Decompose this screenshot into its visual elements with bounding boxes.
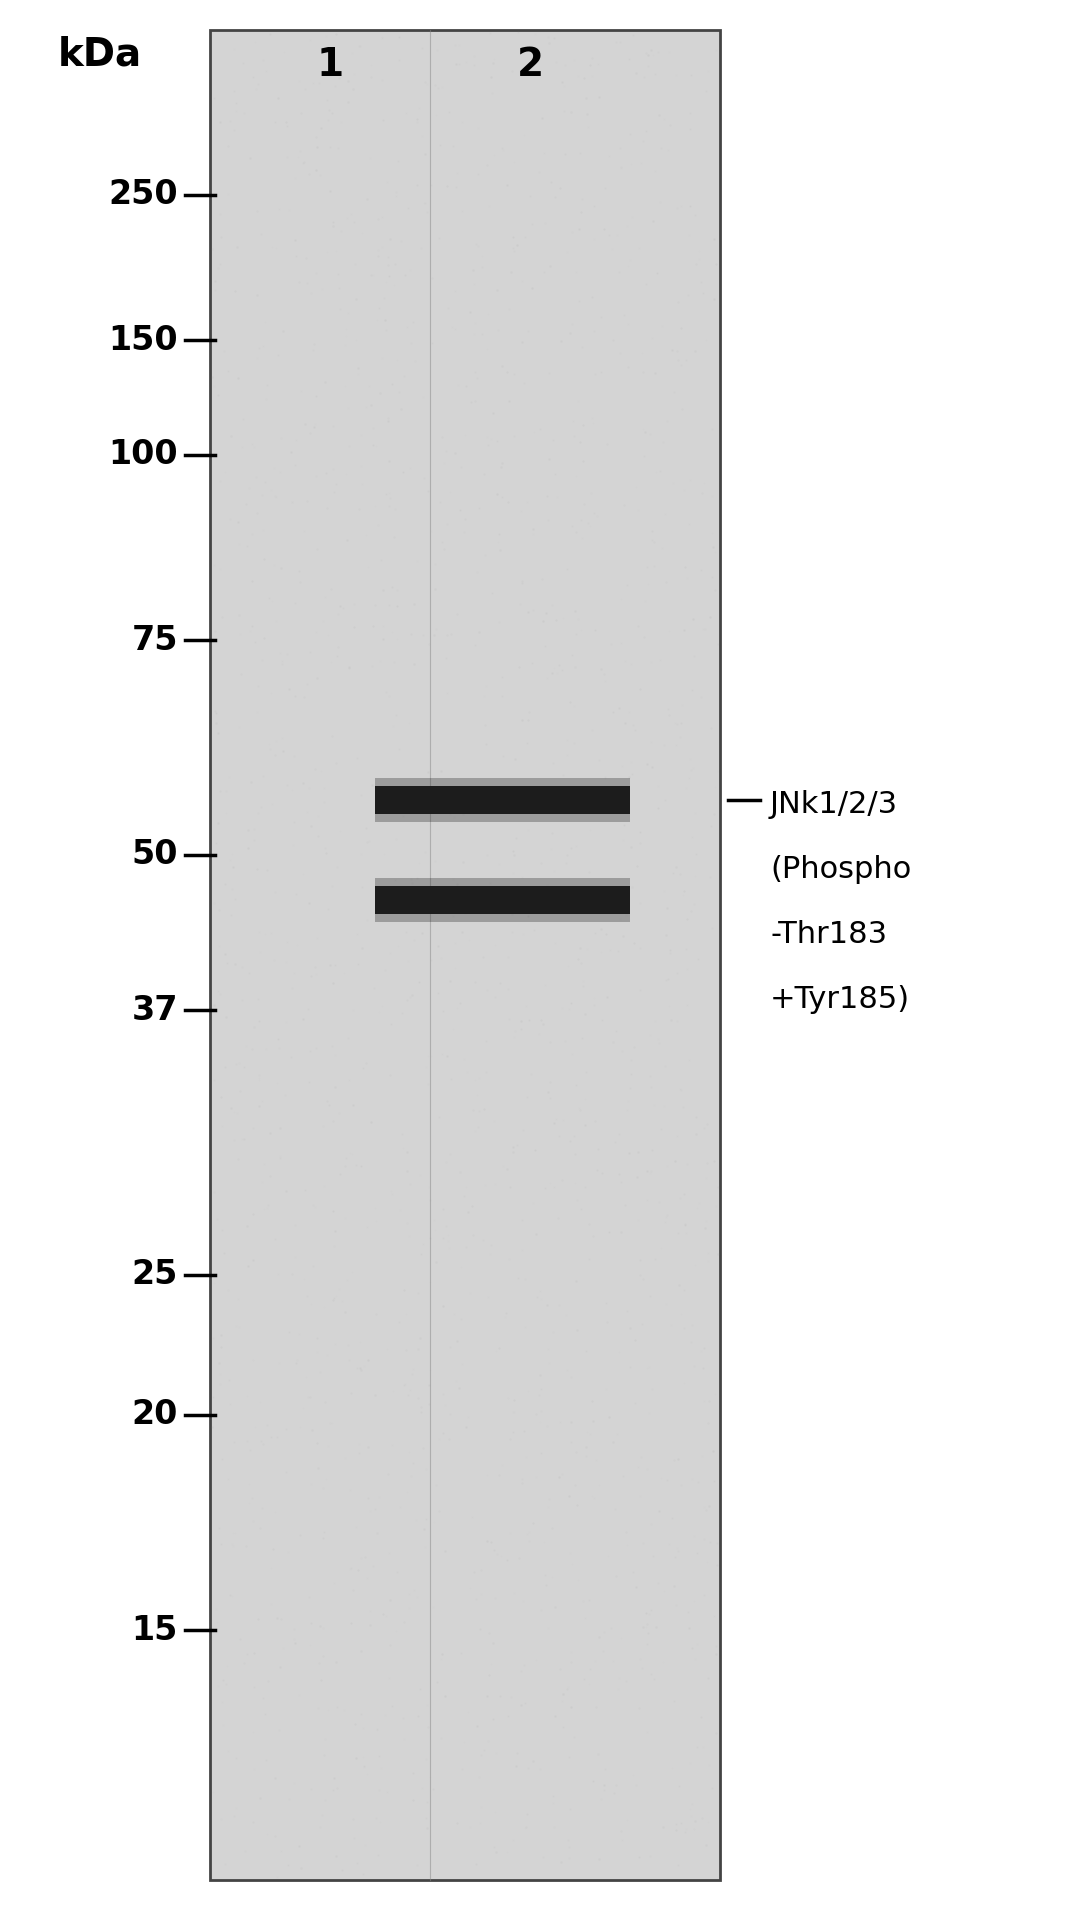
Text: 20: 20	[132, 1399, 178, 1431]
Text: 100: 100	[108, 438, 178, 471]
Text: 37: 37	[132, 993, 178, 1026]
Text: kDa: kDa	[58, 37, 143, 73]
Text: 250: 250	[108, 179, 178, 212]
Bar	[375, 914, 630, 922]
Bar	[375, 777, 630, 785]
Bar	[375, 885, 630, 914]
Text: 2: 2	[516, 46, 543, 85]
Text: 1: 1	[316, 46, 343, 85]
Text: JNk1/2/3: JNk1/2/3	[770, 791, 899, 820]
Bar	[375, 785, 630, 814]
Text: 15: 15	[132, 1613, 178, 1647]
Text: -Thr183: -Thr183	[770, 920, 887, 949]
Text: 50: 50	[132, 839, 178, 872]
Text: (Phospho: (Phospho	[770, 855, 912, 883]
Bar	[375, 878, 630, 885]
Text: 150: 150	[108, 324, 178, 357]
Text: +Tyr185): +Tyr185)	[770, 986, 910, 1015]
Text: 25: 25	[132, 1258, 178, 1292]
Text: 75: 75	[132, 623, 178, 656]
Bar	[375, 814, 630, 822]
Bar	[210, 31, 720, 1881]
